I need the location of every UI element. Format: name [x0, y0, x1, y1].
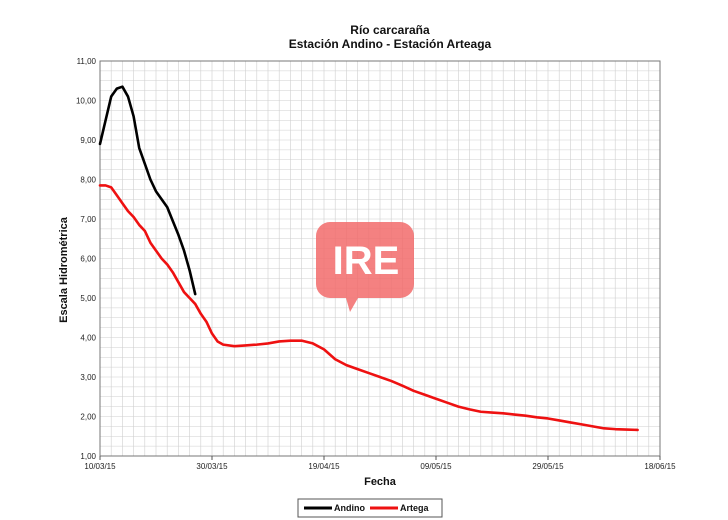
x-axis-label: Fecha — [364, 476, 397, 488]
series-line-artega — [98, 184, 639, 432]
y-tick-label: 10,00 — [76, 97, 97, 106]
x-axis-ticks: 10/03/15 30/03/15 19/04/15 09/05/15 29/05/15… — [84, 456, 676, 471]
y-tick-label: 1,00 — [80, 452, 96, 461]
chart-title: Río carcaraña — [350, 23, 430, 37]
y-axis-label: Escala Hidrométrica — [58, 216, 70, 323]
y-tick-label: 11,00 — [77, 57, 97, 66]
legend-label-artega: Artega — [400, 503, 430, 513]
watermark-text: IRE — [333, 239, 400, 283]
x-tick-label: 18/06/15 — [644, 462, 676, 471]
x-tick-label: 19/04/15 — [308, 462, 340, 471]
plot-area-border — [99, 60, 661, 457]
y-tick-label: 2,00 — [80, 413, 96, 422]
y-tick-label: 5,00 — [80, 294, 96, 303]
y-tick-label: 9,00 — [80, 136, 96, 145]
y-tick-label: 4,00 — [80, 334, 96, 343]
series-layer — [98, 85, 639, 432]
watermark-bubble — [316, 222, 414, 312]
y-tick-label: 6,00 — [80, 255, 96, 264]
x-tick-label: 29/05/15 — [532, 462, 564, 471]
x-tick-label: 30/03/15 — [196, 462, 228, 471]
chart-subtitle: Estación Andino - Estación Arteaga — [289, 37, 492, 51]
y-axis-ticks: 1,00 2,00 3,00 4,00 5,00 6,00 7,00 8,00 9,00 10,0… — [76, 57, 97, 461]
x-tick-label: 10/03/15 — [84, 462, 116, 471]
watermark-logo: IRE — [316, 222, 414, 312]
legend: Andino Artega — [297, 498, 443, 518]
y-tick-label: 7,00 — [80, 215, 96, 224]
x-tick-label: 09/05/15 — [420, 462, 452, 471]
series-line-andino — [98, 85, 197, 296]
legend-label-andino: Andino — [334, 503, 365, 513]
y-tick-label: 8,00 — [80, 176, 96, 185]
y-tick-label: 3,00 — [80, 373, 96, 382]
